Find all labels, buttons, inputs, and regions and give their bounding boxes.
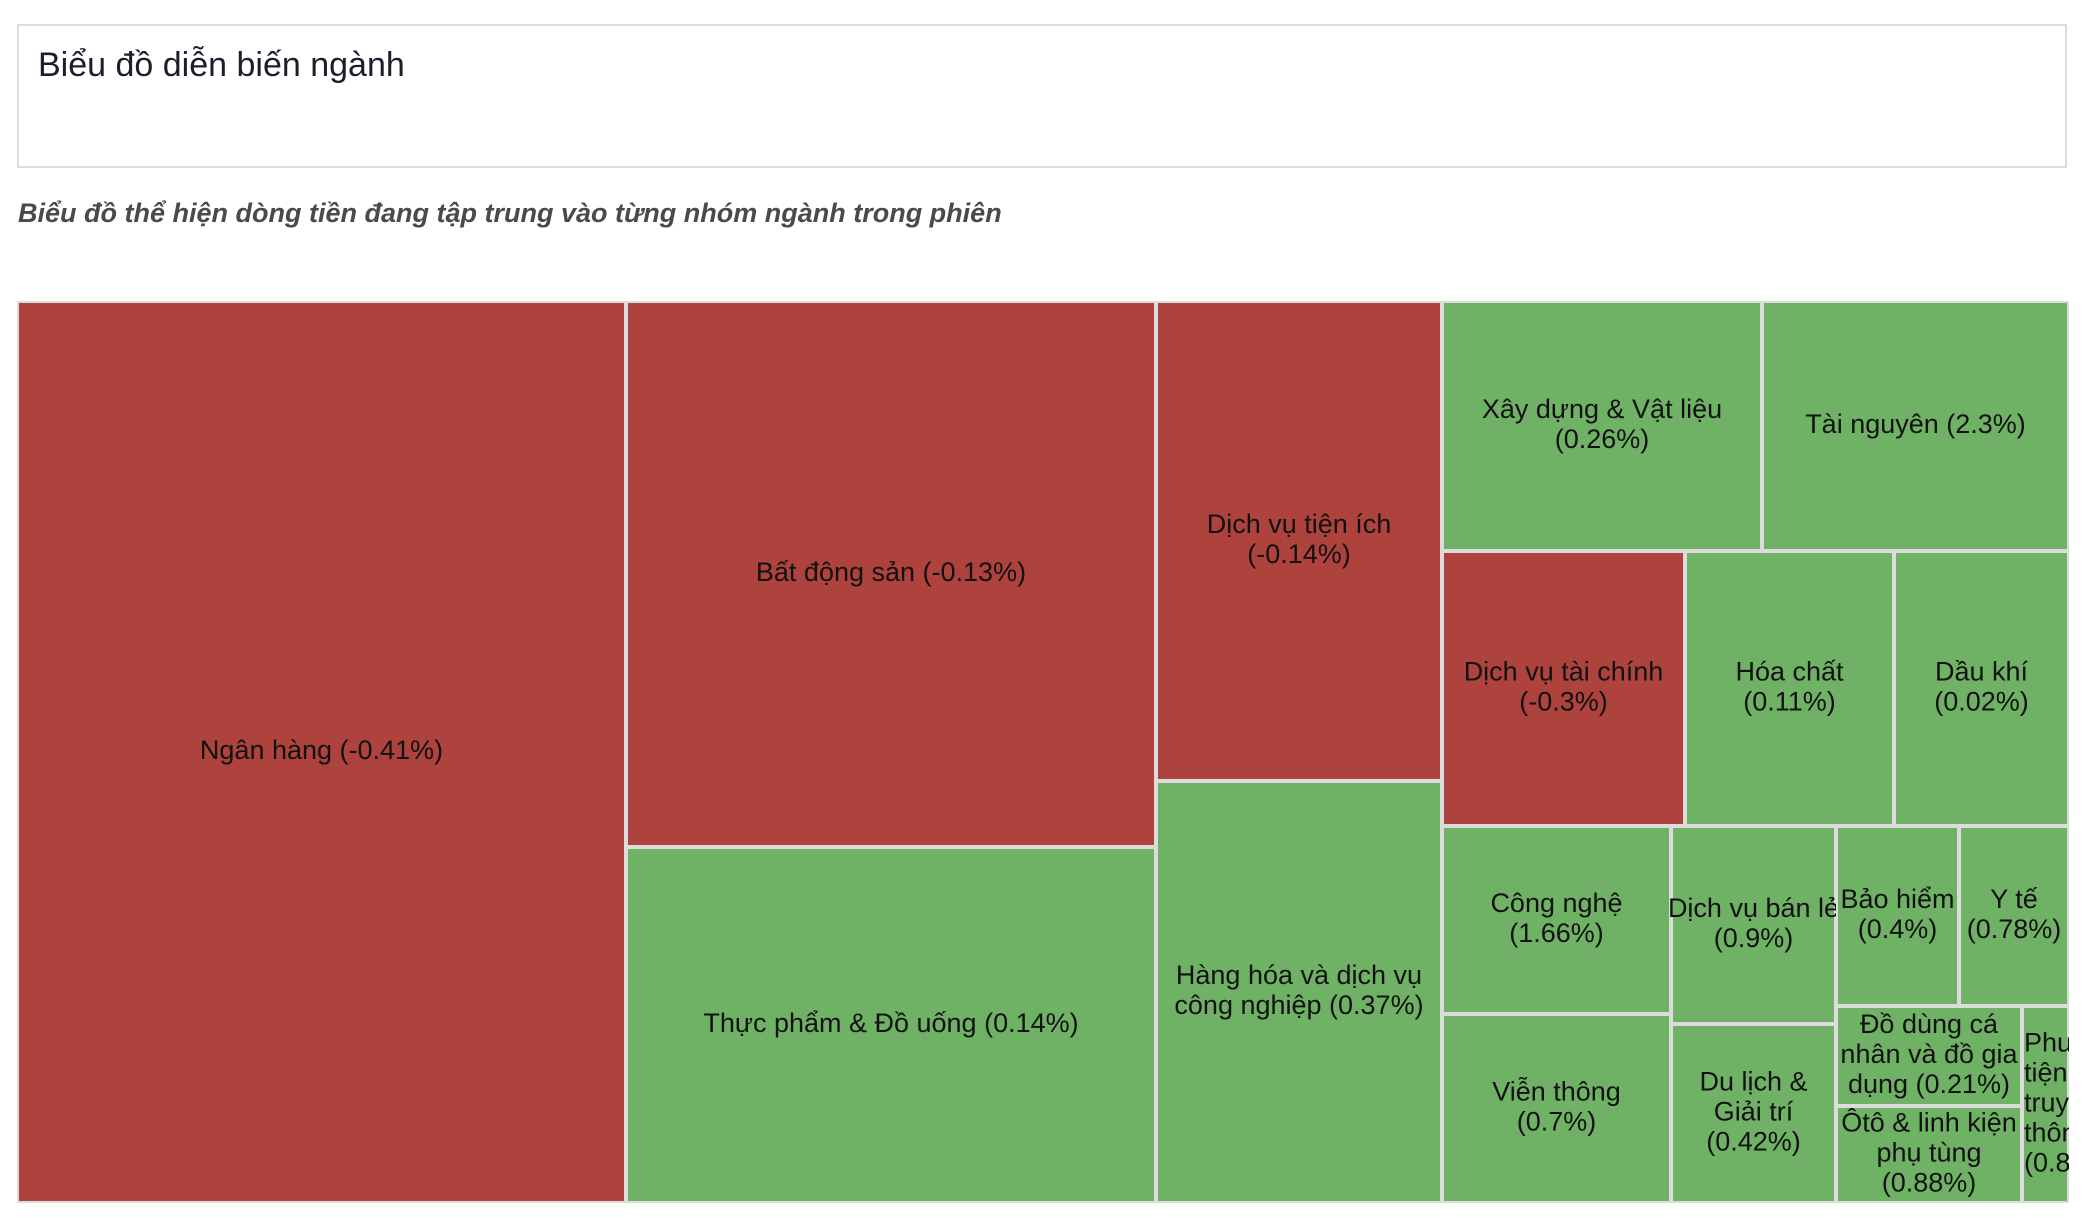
tile-tai-nguyen[interactable]: Tài nguyên (2.3%)	[1762, 301, 2069, 551]
tile-label: Thực phẩm & Đồ uống (0.14%)	[703, 1008, 1078, 1038]
tile-label: Dầu khí	[1935, 657, 2029, 687]
tile-label: (0.9%)	[1714, 923, 1794, 953]
tile-dich-vu-tien-ich[interactable]: Dịch vụ tiện ích(-0.14%)	[1156, 301, 1442, 781]
tile-label: thôn	[2024, 1118, 2069, 1148]
tile-label: truy	[2024, 1088, 2069, 1118]
chart-title: Biểu đồ diễn biến ngành	[38, 46, 405, 84]
tile-label: (-0.3%)	[1519, 687, 1608, 717]
chart-subtitle: Biểu đồ thể hiện dòng tiền đang tập trun…	[18, 198, 1002, 228]
tile-rect	[1685, 551, 1894, 826]
tile-label: Bất động sản (-0.13%)	[756, 557, 1026, 587]
tile-rect	[2022, 1006, 2069, 1203]
tile-label: (0.11%)	[1743, 687, 1836, 717]
tile-dich-vu-tai-chinh[interactable]: Dịch vụ tài chính(-0.3%)	[1442, 551, 1685, 826]
tile-rect	[1671, 1024, 1836, 1203]
tile-label: (0.42%)	[1706, 1127, 1801, 1157]
tile-rect	[626, 301, 1156, 847]
tile-dau-khi[interactable]: Dầu khí(0.02%)	[1894, 551, 2069, 826]
tile-label: Ôtô & linh kiện	[1841, 1107, 2017, 1138]
tile-label: Dịch vụ tài chính	[1464, 657, 1664, 687]
tile-label: (0.26%)	[1555, 424, 1650, 454]
tile-label: Hàng hóa và dịch vụ	[1176, 960, 1422, 990]
tile-label: (0.02%)	[1934, 687, 2029, 717]
tile-label: Bảo hiểm	[1840, 884, 1954, 914]
tile-label: Phư	[2024, 1028, 2069, 1058]
tile-rect	[1762, 301, 2069, 551]
tile-rect	[1836, 826, 1959, 1006]
tile-bat-dong-san[interactable]: Bất động sản (-0.13%)	[626, 301, 1156, 847]
tile-ngan-hang[interactable]: Ngân hàng (-0.41%)	[17, 301, 626, 1203]
tile-rect	[1894, 551, 2069, 826]
tile-label: Xây dựng & Vật liệu	[1482, 394, 1722, 424]
tile-vien-thong[interactable]: Viễn thông(0.7%)	[1442, 1014, 1671, 1203]
sector-treemap: Ngân hàng (-0.41%) Bất động sản (-0.13%) T…	[17, 301, 2069, 1203]
tile-label: Công nghệ	[1490, 888, 1622, 918]
tile-rect	[1836, 1106, 2022, 1203]
tile-xay-dung-vat-lieu[interactable]: Xây dựng & Vật liệu(0.26%)	[1442, 301, 1762, 551]
tile-rect	[1836, 1006, 2022, 1106]
tile-label: Đồ dùng cá	[1860, 1009, 1999, 1039]
tile-label: (-0.14%)	[1247, 539, 1351, 569]
tile-label: Y tế	[1990, 884, 2038, 914]
tile-label: Viễn thông	[1492, 1076, 1621, 1107]
tile-label: Du lịch &	[1699, 1067, 1807, 1097]
tile-rect	[1442, 826, 1671, 1014]
tile-label: (1.66%)	[1509, 918, 1604, 948]
tile-label: (0.88%)	[1882, 1168, 1977, 1198]
tile-label: Tài nguyên (2.3%)	[1805, 409, 2026, 439]
tile-label: phụ tùng	[1876, 1138, 1981, 1168]
tile-rect	[1156, 781, 1442, 1203]
tile-hoa-chat[interactable]: Hóa chất(0.11%)	[1685, 551, 1894, 826]
tile-y-te[interactable]: Y tế(0.78%)	[1959, 826, 2069, 1006]
tile-label: dụng (0.21%)	[1848, 1069, 2010, 1099]
tile-rect	[1442, 301, 1762, 551]
tile-rect	[626, 847, 1156, 1203]
tile-dich-vu-ban-le[interactable]: Dịch vụ bán lẻ(0.9%)	[1668, 826, 1839, 1024]
tile-du-lich-giai-tri[interactable]: Du lịch &Giải trí(0.42%)	[1671, 1024, 1836, 1203]
tile-label: nhân và đồ gia	[1840, 1039, 2018, 1069]
tile-rect	[1156, 301, 1442, 781]
tile-label: (0.4%)	[1858, 914, 1938, 944]
tile-rect	[1671, 826, 1836, 1024]
tile-label: Ngân hàng (-0.41%)	[200, 735, 443, 765]
tile-label: tiện	[2024, 1058, 2068, 1088]
tile-rect	[17, 301, 626, 1203]
tile-label: (0.78%)	[1967, 914, 2062, 944]
tile-rect	[1959, 826, 2069, 1006]
chart-header-box	[17, 24, 2067, 168]
tile-label: Giải trí	[1714, 1097, 1794, 1127]
tile-bao-hiem[interactable]: Bảo hiểm(0.4%)	[1836, 826, 1959, 1006]
tile-label: (0.8	[2024, 1148, 2069, 1178]
tile-label: Hóa chất	[1735, 657, 1844, 687]
tile-phuong-tien-truyen-thong[interactable]: Phưtiệntruythôn(0.8	[2022, 1006, 2069, 1203]
tile-cong-nghe[interactable]: Công nghệ(1.66%)	[1442, 826, 1671, 1014]
tile-rect	[1442, 1014, 1671, 1203]
tile-label: Dịch vụ bán lẻ	[1668, 893, 1839, 923]
tile-label: (0.7%)	[1517, 1107, 1597, 1137]
tile-rect	[1442, 551, 1685, 826]
tile-label: Dịch vụ tiện ích	[1207, 509, 1392, 539]
tile-label: công nghiệp (0.37%)	[1174, 990, 1423, 1020]
tile-thuc-pham-do-uong[interactable]: Thực phẩm & Đồ uống (0.14%)	[626, 847, 1156, 1203]
